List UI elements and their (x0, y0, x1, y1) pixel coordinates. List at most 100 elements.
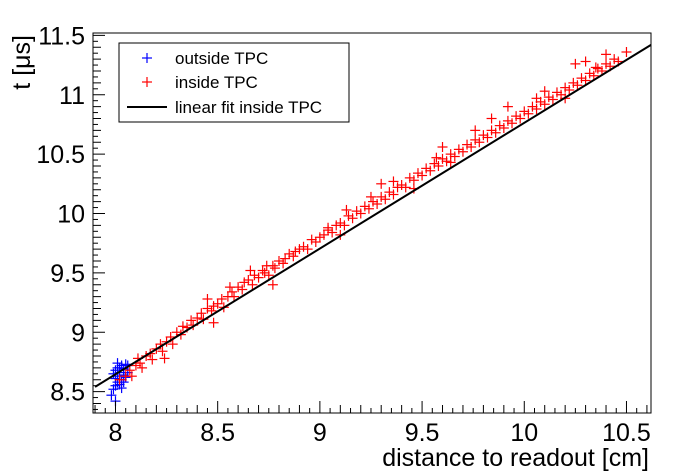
data-point-inside-tpc (560, 82, 571, 93)
data-point-inside-tpc (400, 182, 411, 193)
data-point-inside-tpc (208, 301, 219, 312)
data-point-inside-tpc (259, 267, 270, 278)
data-point-inside-tpc (368, 196, 379, 207)
data-point-inside-tpc (376, 191, 387, 202)
data-point-inside-tpc (327, 227, 338, 238)
data-point-inside-tpc (572, 80, 583, 91)
data-point-inside-tpc (159, 353, 170, 364)
data-point-inside-tpc (224, 282, 235, 293)
data-point-inside-tpc (267, 279, 278, 290)
data-point-inside-tpc (470, 125, 481, 136)
legend-box (118, 42, 350, 123)
data-point-inside-tpc (470, 134, 481, 145)
data-point-inside-tpc (437, 142, 448, 152)
legend-marker-inside-tpc (142, 77, 152, 87)
data-point-inside-tpc (212, 298, 223, 309)
data-point-inside-tpc (531, 93, 542, 104)
data-point-inside-tpc (527, 101, 538, 112)
data-point-inside-tpc (114, 374, 125, 385)
data-point-inside-tpc (502, 115, 513, 126)
data-point-inside-tpc (302, 244, 313, 255)
y-tick-label: 9.5 (50, 260, 85, 288)
data-point-inside-tpc (351, 206, 362, 217)
data-point-inside-tpc (239, 277, 250, 288)
data-point-inside-tpc (257, 265, 268, 276)
data-point-inside-tpc (453, 144, 464, 155)
data-point-inside-tpc (547, 94, 558, 105)
legend: outside TPC inside TPC linear fit inside… (118, 42, 350, 123)
data-point-inside-tpc (290, 246, 301, 257)
y-tick-label: 11 (59, 82, 85, 110)
data-point-inside-tpc (247, 279, 258, 290)
x-tick-label: 8 (109, 419, 123, 447)
data-point-inside-tpc (288, 251, 299, 262)
y-tick-label: 10 (57, 201, 85, 229)
data-point-inside-tpc (376, 178, 387, 189)
data-point-outside-tpc (116, 383, 127, 394)
data-point-inside-tpc (580, 75, 591, 86)
data-point-inside-tpc (280, 253, 291, 264)
data-point-inside-tpc (404, 172, 415, 183)
data-point-inside-tpc (126, 371, 137, 382)
data-point-inside-tpc (511, 111, 522, 122)
data-point-outside-tpc (118, 377, 129, 388)
data-point-inside-tpc (237, 284, 248, 295)
data-point-inside-tpc (482, 132, 493, 143)
data-point-inside-tpc (601, 58, 612, 69)
legend-plus-outside-tpc (142, 53, 152, 63)
data-points-layer (106, 47, 632, 407)
data-point-inside-tpc (339, 220, 350, 231)
data-point-inside-tpc (462, 139, 473, 150)
data-point-inside-tpc (576, 73, 587, 84)
data-point-inside-tpc (478, 130, 489, 141)
data-point-inside-tpc (229, 291, 240, 302)
legend-marker-outside-tpc (142, 53, 152, 63)
x-tick-label: 10 (510, 419, 538, 447)
data-point-inside-tpc (202, 303, 213, 314)
data-point-inside-tpc (449, 151, 460, 162)
data-point-inside-tpc (388, 176, 399, 187)
data-point-inside-tpc (539, 99, 550, 110)
x-axis-title: distance to readout [cm] (382, 444, 649, 472)
data-point-inside-tpc (245, 265, 256, 276)
data-point-inside-tpc (263, 270, 274, 281)
x-tick-label: 10.5 (602, 419, 651, 447)
data-point-inside-tpc (519, 106, 530, 117)
data-point-inside-tpc (372, 199, 383, 209)
data-point-inside-tpc (186, 315, 197, 326)
data-point-inside-tpc (466, 142, 477, 152)
data-point-inside-tpc (335, 218, 346, 228)
data-point-inside-tpc (437, 153, 448, 164)
data-point-inside-tpc (177, 321, 188, 332)
data-point-inside-tpc (523, 108, 534, 119)
data-point-inside-tpc (274, 256, 284, 266)
data-point-inside-tpc (226, 286, 237, 297)
data-point-inside-tpc (592, 63, 603, 74)
data-point-inside-tpc (310, 237, 321, 247)
data-point-inside-tpc (564, 85, 575, 95)
data-point-inside-tpc (384, 187, 395, 198)
data-point-inside-tpc (551, 87, 562, 98)
data-point-inside-tpc (365, 191, 376, 202)
data-point-outside-tpc (106, 390, 117, 401)
data-point-inside-tpc (157, 346, 168, 357)
data-point-inside-tpc (502, 101, 513, 112)
data-point-inside-tpc (253, 272, 264, 283)
legend-plus-inside-tpc (142, 77, 152, 87)
fit-line (94, 44, 652, 388)
data-point-inside-tpc (433, 161, 444, 171)
data-point-inside-tpc (380, 194, 391, 205)
data-point-inside-tpc (192, 313, 203, 323)
data-point-inside-tpc (431, 152, 442, 163)
fit-layer (94, 44, 652, 388)
y-tick-label: 9 (71, 319, 85, 347)
data-point-inside-tpc (429, 158, 440, 169)
data-point-inside-tpc (486, 113, 497, 124)
data-point-inside-tpc (147, 354, 158, 365)
data-point-inside-tpc (474, 137, 485, 148)
data-point-inside-tpc (445, 157, 456, 168)
data-point-inside-tpc (167, 339, 178, 350)
data-point-inside-tpc (498, 123, 509, 133)
plot-frame (92, 32, 652, 414)
